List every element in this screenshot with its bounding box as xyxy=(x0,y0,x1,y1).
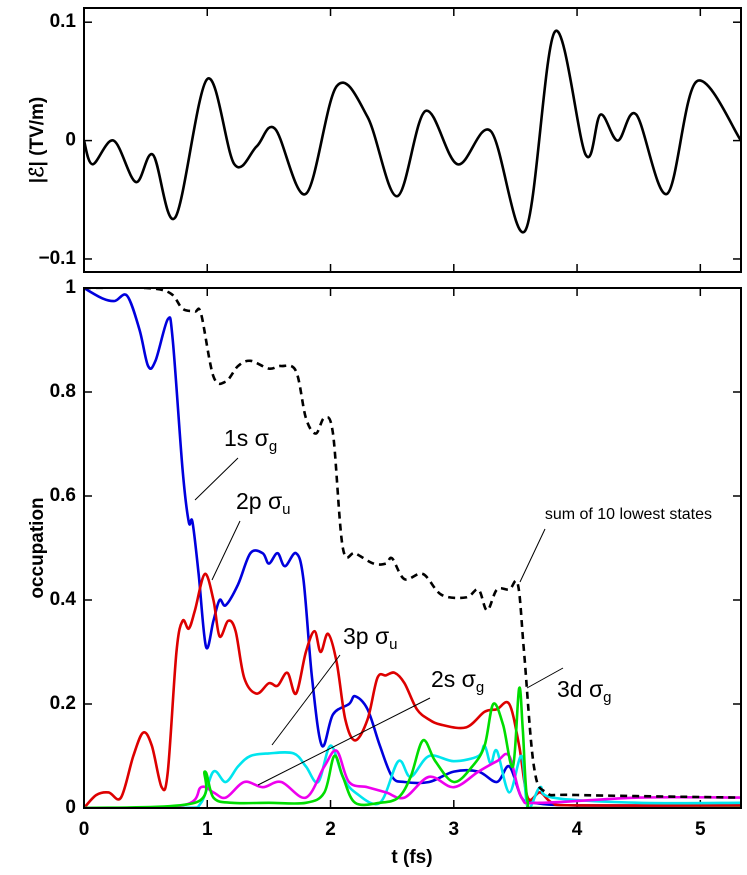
x-tick-label: 0 xyxy=(79,819,90,840)
series-name-sub: u xyxy=(389,636,397,653)
y-axis-label: |ℰ| (TV/m) xyxy=(27,97,48,184)
annotation-leader xyxy=(271,654,341,746)
series-line xyxy=(84,288,741,799)
series-line xyxy=(84,744,741,808)
y-tick-label: 0.1 xyxy=(50,11,77,32)
series-line xyxy=(84,288,741,807)
y-tick-label: 0 xyxy=(65,130,76,151)
x-tick-label: 2 xyxy=(325,819,336,840)
x-tick-label: 3 xyxy=(449,819,460,840)
plot-frame xyxy=(83,7,742,273)
y-axis-label: occupation xyxy=(27,497,48,598)
series-label: 2s σg xyxy=(431,666,484,696)
plot-frame xyxy=(83,287,742,809)
annotation-leader xyxy=(194,457,239,501)
series-name: 1s σ xyxy=(224,425,269,451)
series-name-sub: g xyxy=(476,679,484,696)
series-label: 3p σu xyxy=(343,623,398,653)
annotation-leader xyxy=(257,697,431,786)
series-name-sub: u xyxy=(282,501,290,518)
series-name: sum of 10 lowest states xyxy=(545,506,712,523)
y-tick-label: 0.4 xyxy=(50,589,77,610)
y-tick-label: 0.6 xyxy=(50,485,76,506)
series-name-sub: g xyxy=(603,689,611,706)
annotation-leader xyxy=(211,520,241,581)
y-tick-label: 1 xyxy=(65,277,76,298)
series-name-sub: g xyxy=(269,438,277,455)
series-line xyxy=(84,749,741,808)
x-tick-label: 4 xyxy=(572,819,583,840)
annotation-leader xyxy=(526,667,564,689)
series-label: 3d σg xyxy=(557,676,612,706)
series-line xyxy=(84,572,741,808)
series-name: 2s σ xyxy=(431,666,476,692)
series-label: 2p σu xyxy=(236,488,291,518)
y-tick-label: 0.2 xyxy=(50,693,76,714)
y-tick-label: 0 xyxy=(65,797,76,818)
x-tick-label: 5 xyxy=(695,819,706,840)
annotation-leader xyxy=(519,528,546,583)
y-tick-label: 0.8 xyxy=(50,381,76,402)
series-name: 3p σ xyxy=(343,623,389,649)
x-axis-label: t (fs) xyxy=(391,847,432,868)
series-line xyxy=(84,29,741,234)
series-label: sum of 10 lowest states xyxy=(545,506,712,523)
x-tick-label: 1 xyxy=(202,819,213,840)
series-name: 3d σ xyxy=(557,676,603,702)
series-label: 1s σg xyxy=(224,425,277,455)
series-name: 2p σ xyxy=(236,488,282,514)
series-line xyxy=(84,686,741,808)
y-tick-label: −0.1 xyxy=(38,248,76,269)
